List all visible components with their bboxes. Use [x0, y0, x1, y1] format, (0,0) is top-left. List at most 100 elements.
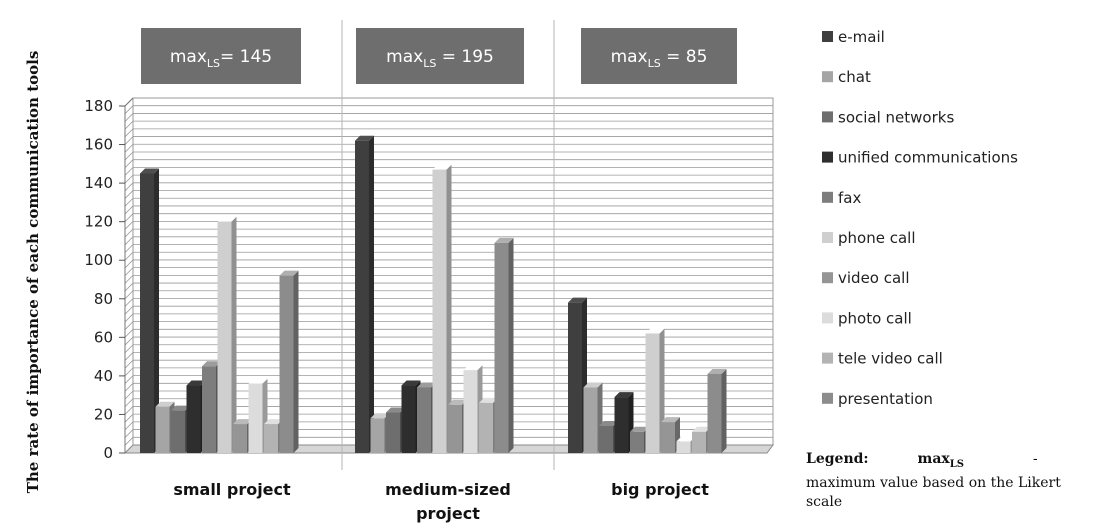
bar-front: [676, 441, 691, 453]
bar: [432, 164, 452, 453]
bar-front: [264, 424, 278, 453]
legend-label: photo call: [838, 309, 912, 327]
bar-front: [614, 397, 629, 453]
category-label: project: [416, 504, 480, 523]
bar-top: [202, 361, 221, 367]
y-tick-label: 60: [94, 328, 113, 346]
legend-note-heading: Legend:: [806, 451, 869, 467]
bar: [248, 378, 268, 453]
bar: [494, 237, 514, 453]
legend-label: e-mail: [838, 28, 885, 46]
bar-front: [661, 422, 675, 453]
legend-entry: fax: [822, 189, 861, 207]
legend-entry: social networks: [822, 108, 954, 126]
legend-label: social networks: [838, 108, 954, 126]
bar-top: [233, 419, 252, 425]
bar-front: [233, 424, 247, 453]
bar-front: [355, 140, 369, 453]
bar-top: [448, 399, 467, 405]
bar-top: [386, 407, 405, 413]
max-label: maxLS = 195: [386, 47, 494, 70]
plot-back-wall: [132, 97, 774, 446]
legend-note-text: maximum value based on the Likert scale: [806, 474, 1061, 510]
legend-label: presentation: [838, 390, 933, 408]
bar-front: [583, 387, 598, 453]
y-tick-label: 160: [84, 136, 113, 154]
bar-front: [140, 173, 154, 453]
y-tick-label: 180: [84, 97, 113, 115]
legend-label: unified communications: [838, 149, 1018, 167]
bar-top: [417, 382, 436, 388]
legend-swatch: [822, 392, 833, 404]
bar: [217, 216, 237, 453]
y-axis-label: The rate of importance of each communica…: [24, 51, 42, 494]
bar: [568, 297, 587, 453]
bar-top: [279, 270, 299, 276]
legend-note-symbol: maxLS: [917, 451, 965, 470]
legend-swatch: [822, 111, 833, 123]
bar-front: [630, 431, 644, 453]
bar-front: [417, 387, 431, 453]
max-label: maxLS= 145: [170, 47, 272, 70]
y-tick-label: 140: [84, 174, 113, 192]
grid-lines: [123, 20, 774, 470]
bar-top: [707, 368, 727, 374]
bar: [583, 382, 603, 453]
bars: [140, 135, 727, 453]
bar-top: [661, 417, 680, 423]
legend-swatch: [822, 31, 833, 42]
bar-top: [599, 421, 618, 427]
bar-top: [217, 216, 237, 222]
max-box-bg: [141, 28, 301, 84]
bar-front: [692, 431, 706, 453]
legend-swatch: [822, 312, 833, 324]
bar: [707, 368, 727, 453]
bar-front: [202, 366, 216, 453]
legend-swatch: [822, 151, 833, 163]
bar-top: [401, 380, 421, 386]
legend-entry: tele video call: [822, 350, 943, 368]
legend-entry: phone call: [822, 229, 915, 247]
bar-side: [231, 216, 237, 453]
bar-front: [494, 242, 509, 453]
y-tick-label: 80: [94, 290, 113, 308]
y-axis: 0 20 40 60 80 100 120 140 160 180: [84, 97, 125, 462]
bar-front: [599, 426, 613, 453]
legend-entry: unified communications: [822, 149, 1018, 167]
legend-label: fax: [838, 189, 861, 207]
legend-swatch: [822, 272, 833, 284]
bar-side: [446, 164, 452, 453]
bar-front: [448, 404, 462, 453]
bar-top: [614, 392, 634, 398]
bar-front: [707, 373, 722, 453]
bar-top: [692, 426, 711, 432]
legend-entry: presentation: [822, 390, 933, 408]
bar-top: [479, 397, 498, 403]
bar-top: [264, 419, 283, 425]
bar-top: [568, 297, 587, 303]
bar-front: [463, 370, 478, 453]
legend-label: video call: [838, 269, 910, 287]
legend-entry: video call: [822, 269, 910, 287]
bar-front: [432, 169, 447, 453]
legend-label: chat: [838, 68, 871, 86]
max-label: maxLS = 85: [611, 47, 708, 70]
legend-swatch: [822, 232, 833, 243]
bar-top: [370, 413, 390, 419]
y-tick-label: 20: [94, 405, 113, 423]
legend-swatch: [822, 352, 833, 364]
bar: [355, 135, 374, 453]
bar-top: [155, 401, 175, 407]
category-label: big project: [611, 480, 709, 499]
bar-top: [355, 135, 374, 141]
bar-front: [171, 410, 185, 453]
bar-front: [568, 302, 582, 453]
legend-label: tele video call: [838, 350, 943, 368]
legend: e-mail chat social networks unified communi…: [822, 28, 1018, 408]
bar-side: [293, 270, 299, 453]
max-value-box: maxLS= 145: [141, 28, 301, 84]
bar: [279, 270, 299, 453]
bar-side: [154, 168, 159, 453]
bar-front: [370, 418, 385, 453]
bar-side: [721, 368, 727, 453]
